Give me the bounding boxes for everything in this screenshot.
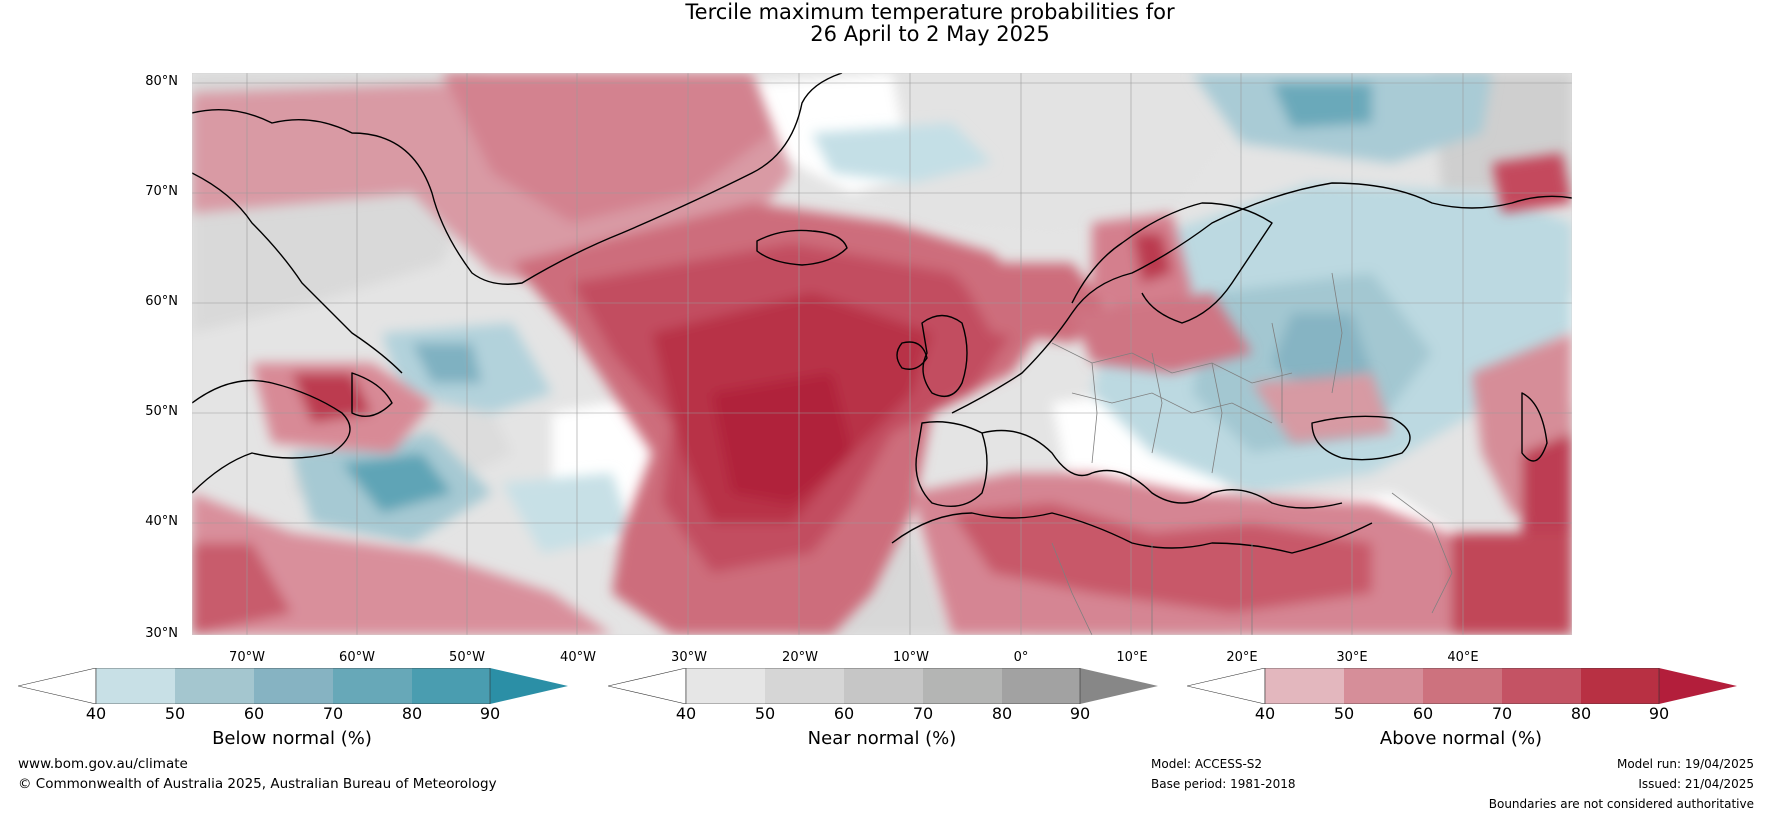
colorbar-below-label: Below normal (%) (212, 728, 372, 749)
europe-coast (951, 182, 1572, 414)
lat-label-70n: 70°N (145, 184, 178, 199)
cbar-below-seg-4 (333, 668, 412, 704)
cbar-below-seg-1 (96, 668, 175, 704)
model-text: Model: ACCESS-S2 (1151, 757, 1263, 771)
chart-title-line-1: Tercile maximum temperature probabilitie… (685, 0, 1175, 24)
cbar-below-seg-2 (175, 668, 254, 704)
cbar-near-seg-6 (1080, 668, 1158, 704)
colorbar-above-label: Above normal (%) (1379, 728, 1543, 749)
colorbar-near-svg (607, 667, 1158, 705)
disclaimer-text: Boundaries are not considered authoritat… (1488, 797, 1754, 811)
lon-label-0: 0° (1013, 650, 1029, 665)
newfoundland-coast (351, 372, 393, 417)
cbar-below-seg-5 (412, 668, 490, 704)
lat-label-50n: 50°N (145, 404, 178, 419)
cbar-above-seg-3 (1423, 668, 1502, 704)
caspian-coast (1521, 392, 1548, 462)
lon-label-10e: 10°E (1116, 650, 1148, 665)
lon-label-40e: 40°E (1447, 650, 1479, 665)
lon-label-10w: 10°W (893, 650, 929, 665)
model-run-text: Model run: 19/04/2025 (1616, 757, 1754, 771)
ireland-coast (896, 341, 928, 370)
canada-coast (192, 172, 403, 374)
africa-north-coast (891, 512, 1373, 554)
cbar-below-tick-80: 80 (401, 704, 423, 723)
cbar-above-seg-6 (1659, 668, 1737, 704)
iberia-coast (915, 421, 988, 507)
colorbar-near-normal (607, 667, 1158, 705)
colorbar-above-svg (1186, 667, 1737, 705)
probability-map (191, 72, 1573, 636)
colorbar-near-label: Near normal (%) (807, 728, 957, 749)
cbar-near-tick-90: 90 (1069, 704, 1091, 723)
cbar-below-seg-3 (254, 668, 333, 704)
colorbar-below-normal (17, 667, 568, 705)
cbar-above-tick-80: 80 (1570, 704, 1592, 723)
black-sea-coast (1311, 415, 1411, 461)
issued-text: Issued: 21/04/2025 (1638, 777, 1754, 791)
colorbar-above-normal (1186, 667, 1737, 705)
cbar-below-seg-6 (490, 668, 568, 704)
cbar-above-seg-0 (1186, 667, 1266, 705)
map-gridlines (192, 73, 1572, 635)
chart-title-line-2: 26 April to 2 May 2025 (810, 22, 1050, 46)
cbar-below-seg-0 (17, 667, 97, 705)
lon-label-30e: 30°E (1336, 650, 1368, 665)
lon-label-20e: 20°E (1226, 650, 1258, 665)
cbar-above-seg-4 (1502, 668, 1581, 704)
cbar-below-tick-60: 60 (243, 704, 265, 723)
cbar-near-seg-2 (765, 668, 844, 704)
mediterranean-north (981, 429, 1343, 509)
cbar-near-seg-5 (1002, 668, 1080, 704)
cbar-near-seg-0 (607, 667, 687, 705)
cbar-above-tick-70: 70 (1491, 704, 1513, 723)
cbar-below-tick-70: 70 (322, 704, 344, 723)
cbar-above-tick-60: 60 (1412, 704, 1434, 723)
copyright-text: © Commonwealth of Australia 2025, Austra… (18, 776, 497, 792)
iceland-coast (756, 229, 848, 266)
lon-label-70w: 70°W (229, 650, 265, 665)
cbar-above-tick-90: 90 (1648, 704, 1670, 723)
lon-label-60w: 60°W (339, 650, 375, 665)
cbar-near-seg-1 (686, 668, 765, 704)
base-period-text: Base period: 1981-2018 (1151, 777, 1296, 791)
cbar-below-tick-90: 90 (479, 704, 501, 723)
cbar-near-tick-40: 40 (675, 704, 697, 723)
cbar-above-tick-40: 40 (1254, 704, 1276, 723)
lat-label-80n: 80°N (145, 74, 178, 89)
cbar-below-tick-50: 50 (164, 704, 186, 723)
cbar-near-seg-4 (923, 668, 1002, 704)
country-borders (1051, 272, 1453, 635)
cbar-near-tick-60: 60 (833, 704, 855, 723)
cbar-above-seg-2 (1344, 668, 1423, 704)
scandinavia-coast (1071, 202, 1273, 324)
greenland-coast (192, 73, 843, 285)
cbar-near-tick-50: 50 (754, 704, 776, 723)
cbar-near-seg-3 (844, 668, 923, 704)
labrador-coast (192, 379, 351, 494)
above-normal-regions (192, 73, 1572, 635)
below-normal-regions (292, 73, 1572, 553)
colorbar-below-svg (17, 667, 568, 705)
lon-label-50w: 50°W (449, 650, 485, 665)
uk-coast (921, 314, 968, 397)
lon-label-30w: 30°W (671, 650, 707, 665)
cbar-near-tick-80: 80 (991, 704, 1013, 723)
cbar-above-seg-5 (1581, 668, 1659, 704)
lat-label-60n: 60°N (145, 294, 178, 309)
lat-label-40n: 40°N (145, 514, 178, 529)
cbar-above-tick-50: 50 (1333, 704, 1355, 723)
lon-label-20w: 20°W (782, 650, 818, 665)
coastlines (192, 73, 1572, 554)
cbar-below-tick-40: 40 (85, 704, 107, 723)
cbar-above-seg-1 (1265, 668, 1344, 704)
cbar-near-tick-70: 70 (912, 704, 934, 723)
website-link[interactable]: www.bom.gov.au/climate (18, 756, 188, 772)
lon-label-40w: 40°W (560, 650, 596, 665)
map-canvas (191, 72, 1573, 636)
lat-label-30n: 30°N (145, 626, 178, 641)
